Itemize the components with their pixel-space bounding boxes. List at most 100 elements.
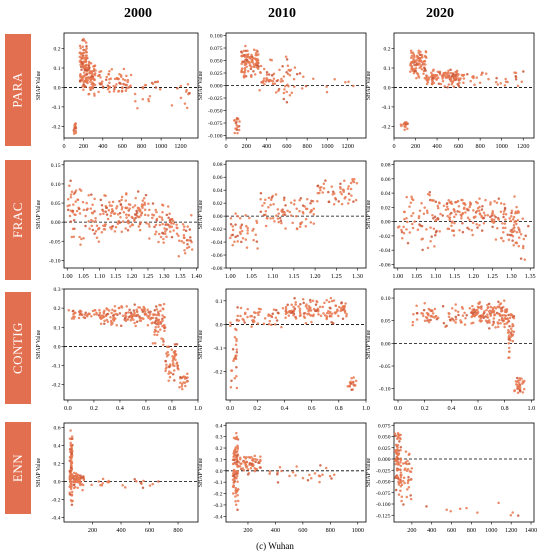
scatter-point [134, 196, 137, 200]
scatter-point [125, 87, 128, 90]
y-axis-label: SHAP Value [366, 458, 372, 488]
scatter-point [100, 204, 104, 207]
row-label-frac: FRAC [5, 160, 31, 280]
scatter-point [508, 217, 511, 220]
scatter-point [165, 363, 168, 367]
scatter-point [111, 200, 115, 204]
scatter-point [514, 219, 517, 223]
scatter-point [161, 324, 164, 328]
scatter-point [124, 199, 128, 202]
x-tick-label: 1000 [485, 527, 497, 534]
scatter-point [189, 236, 192, 239]
scatter-points [233, 44, 355, 135]
scatter-point [273, 82, 277, 86]
scatter-point [135, 310, 139, 313]
scatter-point [73, 191, 77, 194]
scatter-point [458, 81, 461, 85]
scatter-point [105, 213, 109, 216]
scatter-point [161, 314, 164, 317]
scatter-point [127, 219, 130, 223]
scatter-point [441, 214, 444, 217]
scatter-point [520, 80, 524, 83]
scatter-point [123, 316, 127, 320]
plot-frame [63, 288, 199, 401]
scatter-point [405, 216, 408, 220]
scatter-point [308, 298, 312, 302]
plot-frame [63, 422, 199, 523]
scatter-point [500, 236, 503, 240]
scatter-point [506, 320, 509, 324]
scatter-point [492, 311, 495, 314]
scatter-point [126, 228, 130, 232]
y-axis-label: SHAP Value [198, 200, 204, 230]
scatter-point [290, 91, 294, 94]
scatter-point [283, 196, 286, 200]
scatter-point [99, 198, 103, 202]
x-tick-label: 1.05 [78, 273, 89, 280]
scatter-point [82, 478, 86, 482]
scatter-point [408, 470, 412, 473]
scatter-point [469, 79, 472, 83]
scatter-point [421, 312, 424, 315]
scatter-point [70, 503, 74, 506]
scatter-point [83, 313, 87, 316]
scatter-point [139, 319, 143, 322]
scatter-point [434, 314, 437, 318]
scatter-point [416, 55, 420, 59]
scatter-point [284, 310, 288, 314]
scatter-point [147, 99, 151, 103]
scatter-point [95, 311, 98, 315]
scatter-point [447, 227, 451, 231]
scatter-point [154, 329, 158, 333]
scatter-point [268, 470, 272, 473]
scatter-point [244, 238, 248, 241]
scatter-point [68, 469, 72, 473]
x-tick-label: 1.05 [411, 273, 422, 280]
scatter-point [239, 227, 243, 230]
scatter-point [244, 457, 247, 460]
y-tick-label: 0.0 [54, 480, 61, 486]
scatter-point [236, 508, 239, 512]
scatter-point [509, 513, 513, 517]
scatter-point [438, 71, 441, 75]
scatter-point [157, 232, 161, 236]
scatter-point [495, 311, 499, 315]
scatter-point [291, 221, 294, 225]
scatter-point [166, 205, 170, 208]
scatter-point [399, 437, 402, 441]
scatter-point [491, 309, 495, 312]
scatter-point [107, 209, 111, 212]
scatter-point [499, 82, 503, 85]
scatter-point [429, 240, 432, 243]
scatter-point [319, 188, 322, 192]
y-tick-label: 0.10 [51, 182, 61, 188]
scatter-point [413, 55, 416, 59]
scatter-point [141, 97, 145, 101]
panel-enn-2020: 200 400 600 800 1000 1200 1400-0.125-0.100-0.0… [366, 422, 537, 534]
scatter-point [460, 214, 463, 218]
scatter-point [471, 233, 474, 237]
scatter-point [284, 316, 287, 320]
scatter-point [243, 321, 246, 324]
scatter-point [503, 222, 507, 225]
scatter-point [474, 215, 477, 218]
scatter-point [149, 310, 152, 314]
scatter-point [302, 75, 305, 79]
y-tick-label: -0.1 [214, 346, 223, 352]
scatter-point [337, 314, 340, 318]
scatter-point [111, 225, 114, 228]
scatter-point [510, 211, 513, 215]
scatter-point [173, 350, 177, 353]
scatter-point [243, 73, 246, 77]
scatter-point [69, 220, 73, 223]
scatter-point [270, 74, 274, 77]
scatter-point [512, 227, 515, 230]
scatter-point [70, 449, 73, 453]
scatter-point [409, 494, 412, 497]
scatter-point [449, 68, 452, 71]
scatter-point [312, 222, 316, 225]
x-tick-label: 0.4 [447, 405, 455, 412]
scatter-point [233, 131, 236, 135]
scatter-point [280, 221, 283, 225]
scatter-point [407, 462, 411, 465]
